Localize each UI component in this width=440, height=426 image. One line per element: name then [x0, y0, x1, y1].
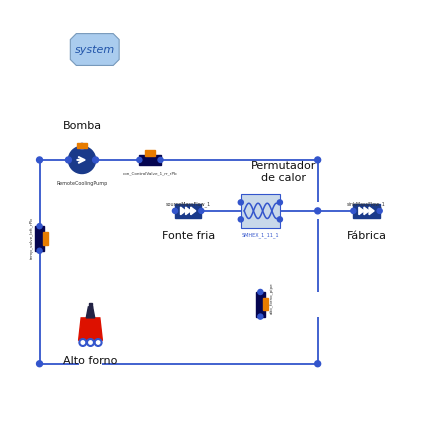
Text: Permutador
de calor: Permutador de calor [251, 161, 316, 183]
Circle shape [238, 200, 243, 205]
Bar [89, 302, 92, 307]
Text: con_ControlValve_1_rr_rPb: con_ControlValve_1_rr_rPb [123, 171, 177, 176]
Circle shape [37, 248, 42, 253]
Circle shape [68, 147, 95, 173]
Polygon shape [86, 307, 95, 318]
Circle shape [277, 200, 282, 205]
Circle shape [277, 217, 282, 222]
Polygon shape [369, 207, 374, 215]
Circle shape [172, 208, 177, 213]
Polygon shape [180, 207, 186, 215]
Circle shape [96, 341, 100, 344]
Circle shape [94, 339, 102, 346]
Bar [145, 150, 155, 155]
Circle shape [37, 224, 42, 229]
Circle shape [315, 157, 321, 163]
Circle shape [158, 157, 163, 162]
Circle shape [238, 217, 243, 222]
Bar [77, 143, 87, 148]
Circle shape [199, 208, 204, 213]
Bar [353, 204, 380, 218]
Circle shape [79, 339, 87, 346]
Circle shape [315, 361, 321, 367]
Circle shape [258, 289, 263, 294]
Text: Bomba: Bomba [62, 121, 102, 131]
Text: sinkMassFlow_1: sinkMassFlow_1 [347, 201, 386, 207]
Circle shape [258, 314, 263, 319]
Text: system: system [75, 45, 115, 55]
Text: alto_forno_pipe: alto_forno_pipe [270, 282, 274, 314]
Bar [263, 298, 268, 311]
Text: RemoteCoolingPump: RemoteCoolingPump [56, 181, 108, 186]
Polygon shape [79, 318, 103, 340]
Polygon shape [359, 207, 364, 215]
Circle shape [89, 341, 92, 344]
Polygon shape [70, 34, 119, 66]
Bar [175, 204, 202, 218]
Text: Alto forno: Alto forno [63, 356, 117, 366]
Bar [241, 194, 280, 228]
Circle shape [66, 157, 71, 163]
Text: Fábrica: Fábrica [346, 231, 386, 241]
Text: sourceMassFlow_1: sourceMassFlow_1 [165, 201, 211, 207]
Polygon shape [186, 207, 191, 215]
Bar [139, 155, 161, 164]
Bar [43, 232, 48, 245]
Bar [35, 226, 44, 251]
Circle shape [377, 208, 382, 213]
Circle shape [315, 208, 321, 214]
Circle shape [37, 157, 43, 163]
Circle shape [87, 339, 94, 346]
Circle shape [137, 157, 142, 162]
Text: Fonte fria: Fonte fria [161, 231, 215, 241]
Text: temp_valve_left_rPb: temp_valve_left_rPb [30, 218, 34, 259]
Polygon shape [364, 207, 369, 215]
Circle shape [351, 208, 356, 213]
Circle shape [92, 157, 99, 163]
Circle shape [81, 341, 84, 344]
Bar [256, 292, 264, 317]
Circle shape [37, 361, 43, 367]
Polygon shape [191, 207, 196, 215]
Circle shape [79, 144, 85, 149]
Text: SMHEX_1_11_1: SMHEX_1_11_1 [242, 232, 279, 238]
